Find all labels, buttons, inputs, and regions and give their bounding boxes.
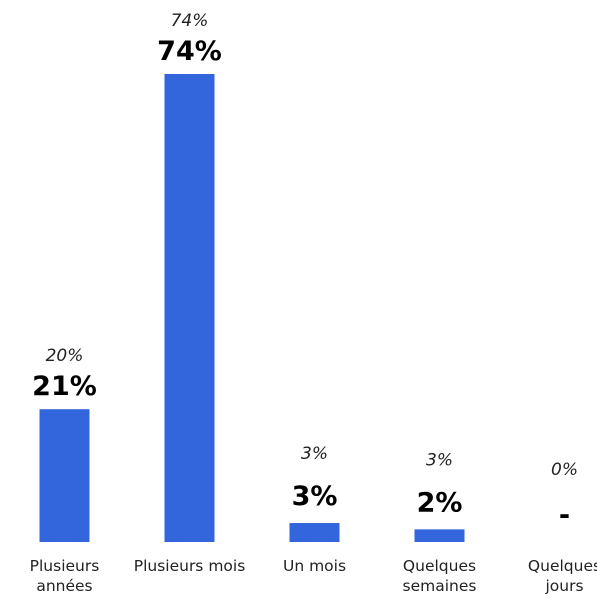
bar-1 [164, 74, 215, 542]
previous-label-2: 3% [301, 444, 328, 464]
category-label-2: Un mois [283, 557, 346, 575]
value-label-1: 74% [157, 36, 222, 67]
previous-label-4: 0% [551, 460, 578, 480]
category-label-4: Quelques jours [528, 557, 597, 595]
previous-label-1: 74% [171, 11, 209, 31]
previous-label-0: 20% [46, 346, 84, 366]
category-label-3: Quelques semaines [403, 557, 477, 595]
value-label-3: 2% [417, 487, 463, 518]
value-label-4: - [559, 500, 570, 531]
bar-0 [39, 409, 90, 542]
previous-label-3: 3% [426, 450, 453, 470]
bar-3 [414, 529, 465, 542]
category-label-1: Plusieurs mois [134, 557, 246, 575]
bar-2 [289, 523, 340, 542]
value-label-0: 21% [32, 371, 97, 402]
value-label-2: 3% [292, 481, 338, 512]
category-label-0: Plusieurs années [30, 557, 100, 595]
